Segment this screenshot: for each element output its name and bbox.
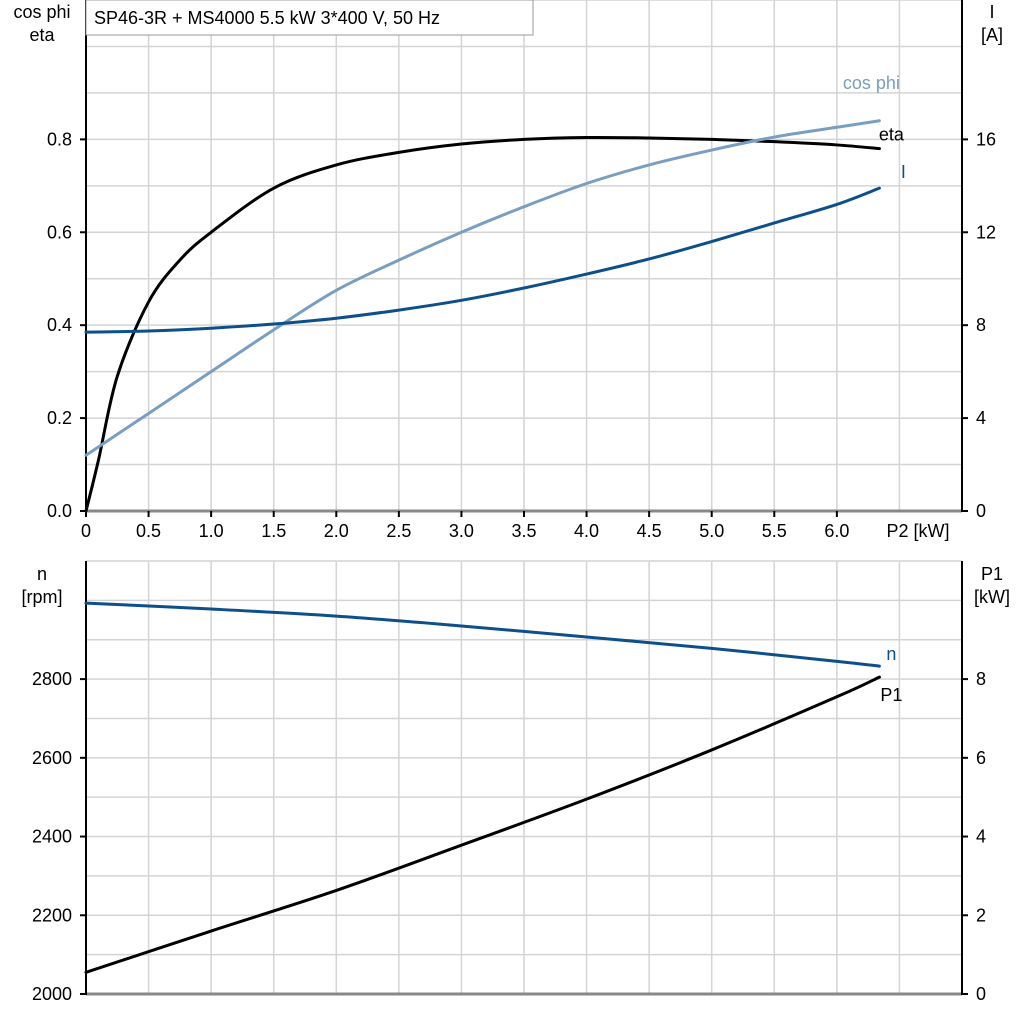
y-tick-label-right: 4	[976, 408, 986, 428]
x-tick-label: 4.0	[574, 521, 599, 541]
y-tick-label-right: 0	[976, 984, 986, 1004]
title-box	[85, 0, 534, 36]
series-label: cos phi	[843, 73, 900, 93]
series-label: I	[901, 162, 906, 182]
y-tick-label-left: 2000	[32, 984, 72, 1004]
series-label: P1	[880, 685, 902, 705]
x-tick-label: 5.0	[699, 521, 724, 541]
y-tick-label-left: 0.8	[47, 129, 72, 149]
y-tick-label-right: 8	[976, 669, 986, 689]
y-axis-label-right: [kW]	[974, 587, 1010, 607]
x-tick-label: 0.5	[136, 521, 161, 541]
series-i-line	[84, 186, 881, 334]
y-tick-label-right: 12	[976, 222, 996, 242]
y-tick-label-right: 8	[976, 315, 986, 335]
y-tick-label-right: 2	[976, 905, 986, 925]
series-cos-phi-line	[84, 119, 881, 457]
x-tick-label: 1.5	[261, 521, 286, 541]
x-tick-label: 5.5	[762, 521, 787, 541]
y-tick-label-left: 2600	[32, 748, 72, 768]
y-tick-label-right: 6	[976, 748, 986, 768]
y-axis-label-right: I	[989, 2, 994, 22]
y-axis-label-left: n	[37, 564, 47, 584]
x-tick-label: 4.5	[637, 521, 662, 541]
x-tick-label: 6.0	[824, 521, 849, 541]
y-tick-label-left: 0.0	[47, 501, 72, 521]
y-tick-label-right: 16	[976, 129, 996, 149]
y-tick-label-right: 4	[976, 827, 986, 847]
y-tick-label-left: 2200	[32, 905, 72, 925]
x-tick-label: 0	[81, 521, 91, 541]
y-tick-label-left: 0.6	[47, 222, 72, 242]
y-axis-label-left: [rpm]	[21, 587, 62, 607]
series-eta-line	[84, 135, 881, 513]
x-tick-label: 2.0	[324, 521, 349, 541]
series-n-line	[84, 601, 881, 668]
series-p1-line	[84, 675, 881, 974]
series-label: n	[886, 644, 896, 664]
y-axis-label-right: P1	[981, 564, 1003, 584]
y-axis-label-left: cos phi	[13, 2, 70, 22]
y-tick-label-left: 0.4	[47, 315, 72, 335]
y-tick-label-left: 0.2	[47, 408, 72, 428]
x-axis-label: P2 [kW]	[886, 521, 949, 541]
y-axis-label-left: eta	[29, 25, 55, 45]
series-label: eta	[879, 125, 905, 145]
y-tick-label-left: 2800	[32, 669, 72, 689]
y-axis-label-right: [A]	[981, 25, 1003, 45]
x-tick-label: 2.5	[386, 521, 411, 541]
x-tick-label: 3.5	[511, 521, 536, 541]
chart-title: SP46-3R + MS4000 5.5 kW 3*400 V, 50 Hz	[94, 8, 440, 28]
x-tick-label: 1.0	[199, 521, 224, 541]
x-tick-label: 3.0	[449, 521, 474, 541]
y-tick-label-left: 2400	[32, 827, 72, 847]
y-tick-label-right: 0	[976, 501, 986, 521]
